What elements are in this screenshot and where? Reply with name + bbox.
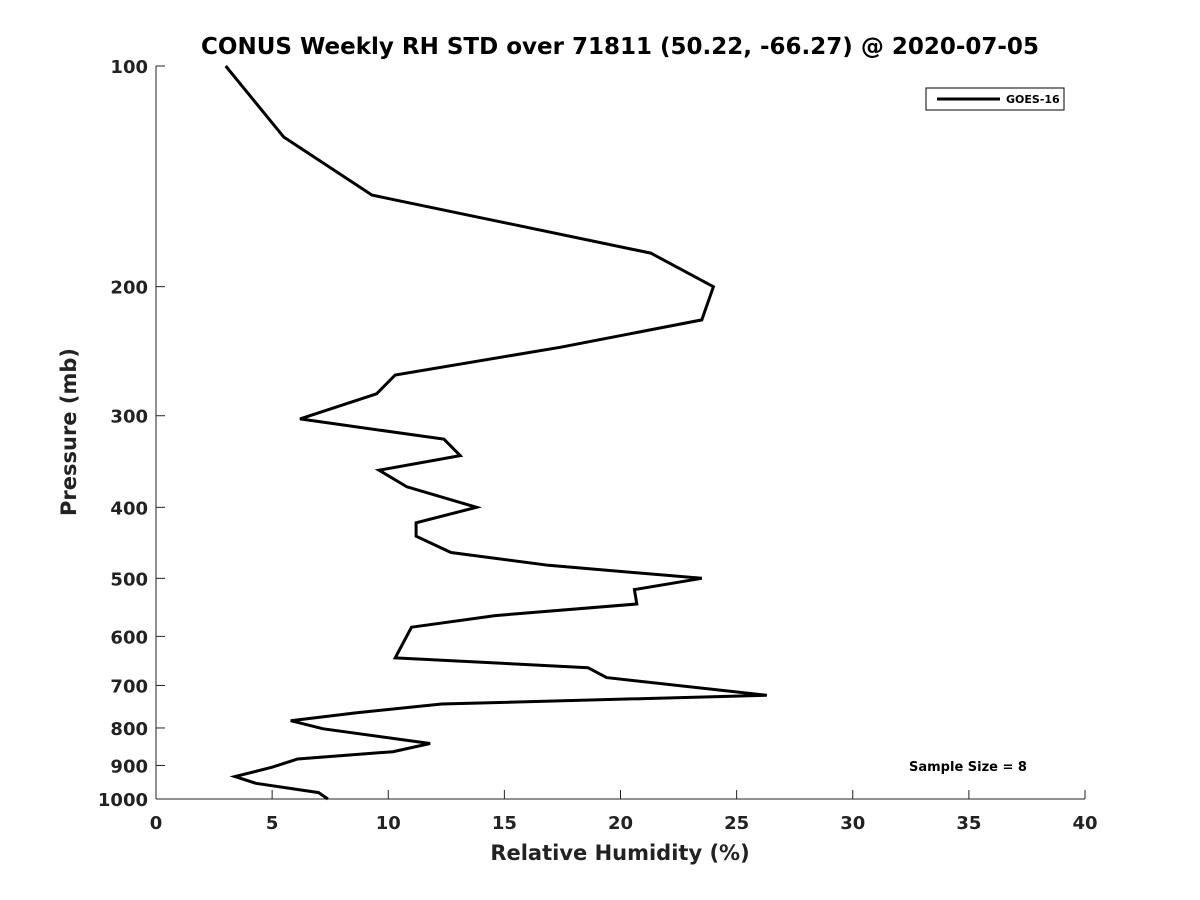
y-tick-label: 900 (110, 756, 148, 777)
y-tick-label: 100 (110, 57, 148, 78)
y-tick-label: 300 (110, 407, 148, 428)
x-tick-label: 0 (150, 813, 163, 834)
plot-area (155, 65, 1085, 801)
x-tick-label: 20 (608, 813, 633, 834)
y-tick-label: 400 (110, 498, 148, 519)
chart-title: CONUS Weekly RH STD over 71811 (50.22, -… (201, 34, 1039, 60)
series-line-goes-16 (224, 65, 767, 801)
x-tick-label: 40 (1072, 813, 1097, 834)
y-axis-label: Pressure (mb) (57, 348, 81, 516)
y-axis: 100 200 300 400 500 600 700 800 900 1000 (98, 57, 165, 811)
x-tick-label: 5 (266, 813, 279, 834)
y-tick-label: 700 (110, 676, 148, 697)
sample-size-annotation: Sample Size = 8 (909, 760, 1027, 775)
y-tick-label: 200 (110, 278, 148, 299)
x-tick-label: 25 (724, 813, 749, 834)
legend: GOES-16 (925, 87, 1065, 111)
y-tick-label: 500 (110, 569, 148, 590)
x-axis: 0 5 10 15 20 25 30 35 40 (150, 790, 1098, 834)
x-tick-label: 10 (376, 813, 401, 834)
legend-label-goes-16: GOES-16 (1006, 93, 1060, 106)
x-tick-label: 35 (956, 813, 981, 834)
y-tick-label: 600 (110, 627, 148, 648)
x-tick-label: 30 (840, 813, 865, 834)
x-tick-label: 15 (492, 813, 517, 834)
x-axis-label: Relative Humidity (%) (490, 841, 749, 865)
y-tick-label: 800 (110, 719, 148, 740)
y-tick-label: 1000 (98, 790, 148, 811)
